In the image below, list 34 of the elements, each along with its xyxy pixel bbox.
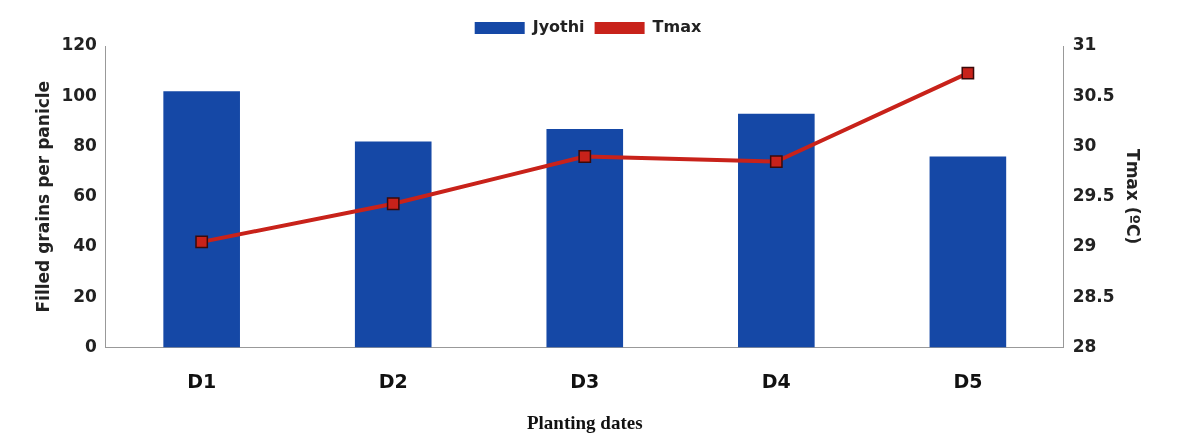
x-tick-label: D3 [570, 369, 600, 392]
y-tick-label: 40 [73, 235, 98, 256]
y-tick-label: 120 [61, 34, 98, 55]
bar [354, 141, 432, 348]
y-tick-label: 100 [61, 84, 98, 105]
y2-tick-label: 28 [1072, 335, 1097, 356]
y2-tick-label: 31 [1072, 34, 1097, 55]
x-tick-label: D4 [761, 369, 791, 392]
y-tick-label: 60 [73, 185, 98, 206]
point [961, 66, 975, 80]
y2-axis-title: Tmax (ºC) [1123, 149, 1144, 245]
point [386, 197, 400, 211]
bar [163, 91, 240, 348]
y-tick-label: 20 [73, 285, 98, 306]
legend-label: Jyothi [531, 17, 585, 37]
x-axis-title: Planting dates [526, 411, 643, 433]
x-tick-label: D1 [187, 369, 217, 392]
y2-tick-label: 30.5 [1072, 84, 1115, 105]
bar [929, 156, 1007, 348]
bar [738, 113, 815, 348]
y-tick-label: 0 [85, 335, 98, 356]
y-axis-title: Filled grains per panicle [32, 80, 53, 313]
y2-tick-label: 28.5 [1072, 285, 1115, 306]
point [578, 150, 592, 163]
x-tick-label: D2 [378, 369, 408, 392]
y2-tick-label: 29.5 [1072, 185, 1115, 206]
bar [546, 128, 624, 348]
x-tick-label: D5 [953, 369, 983, 392]
point [769, 155, 783, 168]
point [195, 235, 209, 249]
y-tick-label: 80 [73, 134, 98, 155]
y2-tick-label: 30 [1072, 134, 1097, 155]
legend-label: Tmax [652, 17, 702, 37]
y2-tick-label: 29 [1072, 235, 1097, 256]
